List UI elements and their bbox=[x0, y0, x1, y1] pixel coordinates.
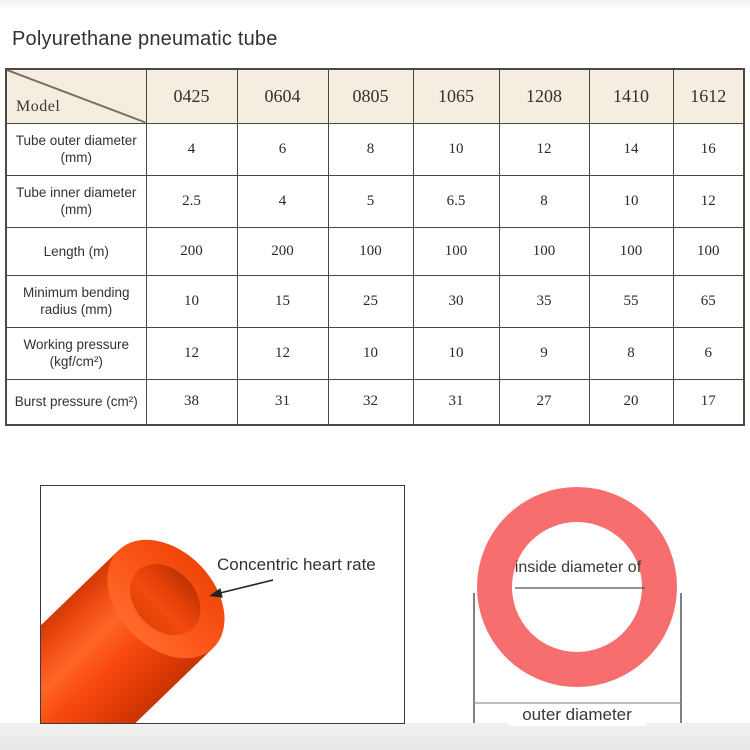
row-label-line1: Burst pressure (cm²) bbox=[14, 394, 138, 410]
spec-cell: 38 bbox=[145, 378, 238, 426]
row-label-line2: (mm) bbox=[60, 150, 92, 165]
model-corner-cell: Model bbox=[5, 68, 147, 124]
spec-cell: 35 bbox=[498, 274, 590, 328]
spec-cell: 12 bbox=[236, 326, 329, 380]
spec-row-length: Length (m) 200 200 100 100 100 100 100 bbox=[5, 226, 745, 276]
model-corner-label: Model bbox=[16, 97, 61, 115]
spec-cell: 8 bbox=[327, 122, 414, 176]
page-title: Polyurethane pneumatic tube bbox=[12, 28, 278, 50]
spec-row-inner-diameter: Tube inner diameter (mm) 2.5 4 5 6.5 8 1… bbox=[5, 174, 745, 228]
row-label-line1: Tube outer diameter bbox=[15, 133, 137, 148]
spec-cell: 12 bbox=[672, 174, 745, 228]
spec-cell: 100 bbox=[672, 226, 745, 276]
row-label: Burst pressure (cm²) bbox=[5, 378, 147, 426]
model-header: 0805 bbox=[327, 68, 414, 124]
row-label-line1: Tube inner diameter bbox=[16, 185, 137, 200]
spec-cell: 12 bbox=[498, 122, 590, 176]
tube-annotation-label: Concentric heart rate bbox=[217, 555, 376, 574]
row-label: Working pressure (kgf/cm²) bbox=[5, 326, 147, 380]
spec-cell: 32 bbox=[327, 378, 414, 426]
spec-row-burst-pressure: Burst pressure (cm²) 38 31 32 31 27 20 1… bbox=[5, 378, 745, 426]
spec-cell: 15 bbox=[236, 274, 329, 328]
spec-cell: 31 bbox=[236, 378, 329, 426]
model-header: 0425 bbox=[145, 68, 238, 124]
tube-render bbox=[41, 539, 225, 723]
model-header: 1612 bbox=[672, 68, 745, 124]
tube-image bbox=[41, 539, 274, 723]
spec-cell: 12 bbox=[145, 326, 238, 380]
spec-cell: 55 bbox=[588, 274, 674, 328]
spec-cell: 100 bbox=[327, 226, 414, 276]
spec-cell: 17 bbox=[672, 378, 745, 426]
row-label: Tube outer diameter (mm) bbox=[5, 122, 147, 176]
spec-cell: 6 bbox=[236, 122, 329, 176]
spec-cell: 200 bbox=[236, 226, 329, 276]
spec-row-working-pressure: Working pressure (kgf/cm²) 12 12 10 10 9… bbox=[5, 326, 745, 380]
row-label: Minimum bending radius (mm) bbox=[5, 274, 147, 328]
model-header: 1065 bbox=[412, 68, 500, 124]
spec-cell: 6 bbox=[672, 326, 745, 380]
row-label-line1: Working pressure bbox=[23, 337, 130, 352]
spec-cell: 100 bbox=[498, 226, 590, 276]
page-bottom-shading bbox=[0, 723, 750, 750]
spec-cell: 65 bbox=[672, 274, 745, 328]
row-label-line2: (kgf/cm²) bbox=[49, 354, 103, 369]
spec-cell: 20 bbox=[588, 378, 674, 426]
page-top-shading bbox=[0, 0, 750, 8]
spec-cell: 14 bbox=[588, 122, 674, 176]
row-label: Tube inner diameter (mm) bbox=[5, 174, 147, 228]
spec-cell: 25 bbox=[327, 274, 414, 328]
spec-cell: 16 bbox=[672, 122, 745, 176]
row-label-line2: radius (mm) bbox=[40, 302, 113, 317]
row-label-line1: Minimum bending bbox=[22, 285, 130, 300]
spec-cell: 9 bbox=[498, 326, 590, 380]
spec-cell: 100 bbox=[412, 226, 500, 276]
spec-table: Model 0425 0604 0805 1065 1208 1410 1612… bbox=[5, 68, 745, 426]
spec-cell: 10 bbox=[327, 326, 414, 380]
spec-cell: 4 bbox=[145, 122, 238, 176]
spec-cell: 27 bbox=[498, 378, 590, 426]
spec-cell: 30 bbox=[412, 274, 500, 328]
spec-cell: 2.5 bbox=[145, 174, 238, 228]
model-header: 1410 bbox=[588, 68, 674, 124]
outer-diameter-label: outer diameter bbox=[508, 704, 646, 726]
spec-row-bending-radius: Minimum bending radius (mm) 10 15 25 30 … bbox=[5, 274, 745, 328]
row-label: Length (m) bbox=[5, 226, 147, 276]
diagonal-divider-line bbox=[7, 70, 146, 123]
spec-row-outer-diameter: Tube outer diameter (mm) 4 6 8 10 12 14 … bbox=[5, 122, 745, 176]
spec-cell: 31 bbox=[412, 378, 500, 426]
table-header-row: Model 0425 0604 0805 1065 1208 1410 1612 bbox=[5, 68, 745, 124]
model-header: 0604 bbox=[236, 68, 329, 124]
annotation-arrow bbox=[209, 579, 274, 598]
spec-cell: 5 bbox=[327, 174, 414, 228]
spec-cell: 10 bbox=[588, 174, 674, 228]
tube-ring bbox=[477, 487, 677, 687]
spec-cell: 4 bbox=[236, 174, 329, 228]
model-header: 1208 bbox=[498, 68, 590, 124]
spec-cell: 100 bbox=[588, 226, 674, 276]
tube-photo-box: Concentric heart rate bbox=[40, 485, 405, 724]
spec-cell: 10 bbox=[145, 274, 238, 328]
inner-diameter-label: inside diameter of bbox=[514, 559, 642, 576]
spec-cell: 8 bbox=[588, 326, 674, 380]
spec-cell: 6.5 bbox=[412, 174, 500, 228]
row-label-line2: (mm) bbox=[60, 202, 92, 217]
spec-cell: 10 bbox=[412, 326, 500, 380]
spec-cell: 10 bbox=[412, 122, 500, 176]
spec-cell: 200 bbox=[145, 226, 238, 276]
spec-cell: 8 bbox=[498, 174, 590, 228]
row-label-line1: Length (m) bbox=[43, 243, 109, 259]
cross-section-diagram bbox=[473, 487, 682, 723]
